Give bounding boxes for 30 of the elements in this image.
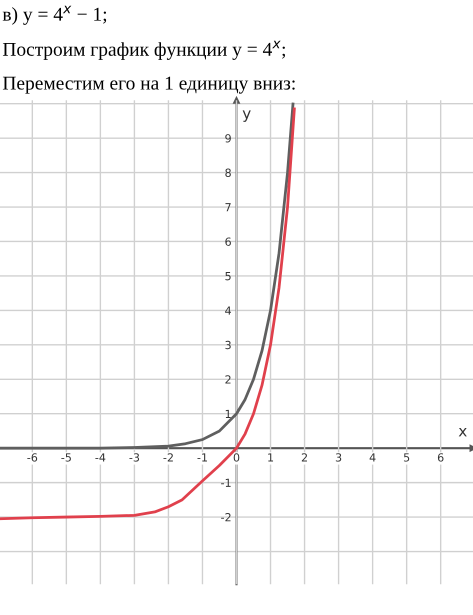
y-axis-title: y: [242, 110, 251, 122]
y-tick-label: 5: [225, 272, 231, 280]
line-series: [0, 107, 296, 520]
x-tick-label: 2: [302, 453, 307, 462]
x-axis-title: x: [458, 428, 467, 436]
x-tick-label: 5: [404, 453, 410, 462]
y-tick-label: 6: [225, 237, 231, 246]
y-tick-label: -1: [221, 478, 231, 487]
y-tick-label: 7: [225, 203, 231, 212]
y-tick-label: 1: [226, 410, 231, 418]
x-tick-label: 1: [268, 453, 274, 462]
y-tick-label: 2: [225, 375, 231, 384]
y-tick-label: 3: [225, 340, 231, 350]
chart-title: в) y = 4$^{x}$ − 1;: [2, 6, 106, 25]
y-tick-label: 9: [225, 134, 231, 143]
text: Переместим его на 1 единицу вниз:: [2, 76, 295, 94]
x-tick-label: 3: [336, 453, 342, 462]
x-tick-label: -5: [61, 453, 71, 462]
x-tick-label: -3: [129, 453, 140, 462]
x-tick-label: -6: [27, 453, 38, 462]
y-tick-label: -2: [221, 513, 231, 522]
x-tick-label: -2: [163, 453, 173, 462]
x-tick-label: 0: [234, 453, 240, 462]
x-tick-label: -4: [95, 453, 106, 462]
x-tick-label: -1: [197, 453, 207, 462]
x-tick-label: 6: [438, 453, 444, 462]
y-tick-label: 8: [225, 168, 231, 177]
chart-subtitle: Построим график функции y = 4$^{x}$;: [2, 40, 285, 60]
y-tick-label: 4: [225, 306, 232, 315]
x-tick-label: 4: [370, 453, 376, 462]
